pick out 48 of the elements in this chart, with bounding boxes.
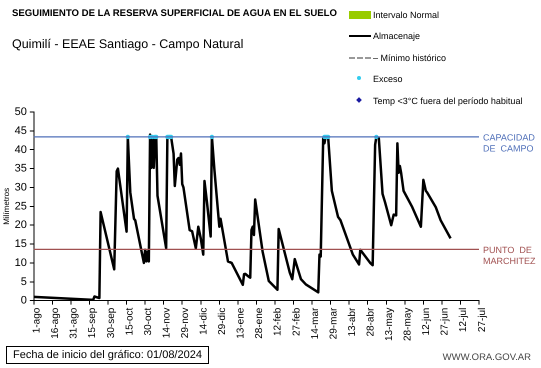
x-tick-label: 28-abr (365, 306, 376, 337)
y-tick-label: 30 (14, 181, 27, 194)
x-tick-label: 28-ene (254, 307, 266, 339)
y-tick-label: 20 (14, 219, 27, 232)
x-tick-label: 30-oct (142, 307, 154, 336)
chart-subtitle: Quimilí - EEAE Santiago - Campo Natural (12, 37, 244, 51)
y-tick-label: 45 (14, 124, 27, 137)
x-tick-label: 28-may (402, 308, 414, 342)
legend-label: Intervalo Normal (373, 10, 440, 20)
x-tick-label: 14-mar (310, 307, 321, 340)
x-tick-label: 13-abr (346, 306, 358, 337)
y-tick-label: 0 (20, 294, 27, 307)
legend-label: Almacenaje (373, 31, 420, 42)
text: Fecha de inicio del gráfico: 01/08/2024 (6, 346, 209, 364)
x-tick-label: 31-ago (68, 307, 80, 339)
x-tick-label: 15-sep (87, 307, 98, 338)
y-tick-label: 35 (14, 162, 27, 175)
x-tick-label: 14-dic (198, 308, 210, 335)
x-tick-label: 29-dic (217, 308, 228, 335)
y-tick-label: 5 (20, 276, 27, 288)
x-tick-label: 13-ene (236, 307, 247, 339)
y-axis-title: Milímetros (2, 188, 12, 225)
ref-line-label: PUNTO DE MARCHITEZ (483, 244, 536, 266)
legend-label: – Mínimo histórico (373, 52, 446, 63)
x-tick-label: 27-jun (440, 308, 451, 336)
x-tick-label: 30-sep (106, 307, 117, 338)
legend-label: Exceso (373, 74, 403, 84)
legend-label: Temp <3°C fuera del período habitual (373, 96, 522, 106)
x-tick-label: 1-ago (32, 307, 43, 334)
x-tick-label: 15-oct (124, 307, 136, 336)
x-tick-label: 12-jun (421, 308, 432, 336)
x-tick-label: 27-feb (291, 307, 302, 336)
x-tick-label: 13-may (384, 308, 396, 342)
x-tick-label: 14-nov (161, 308, 172, 338)
x-tick-label: 16-ago (50, 307, 62, 339)
chart-title: SEGUIMIENTO DE LA RESERVA SUPERFICIAL DE AGUA EN EL SUELO (12, 8, 337, 19)
x-tick-label: 29-mar (328, 307, 340, 340)
y-tick-label: 40 (14, 144, 27, 156)
x-tick-label: 12-jul (458, 308, 470, 332)
y-tick-label: 25 (14, 200, 27, 212)
text: WWW.ORA.GOV.AR (442, 352, 531, 363)
y-tick-label: 15 (14, 238, 27, 250)
ref-line-label: CAPACIDAD DE CAMPO (483, 132, 536, 154)
x-tick-label: 12-feb (272, 307, 284, 336)
x-tick-label: 29-nov (180, 308, 191, 338)
y-tick-label: 10 (14, 256, 27, 269)
x-tick-label: 27-jul (476, 308, 488, 332)
y-tick-label: 50 (14, 106, 27, 118)
